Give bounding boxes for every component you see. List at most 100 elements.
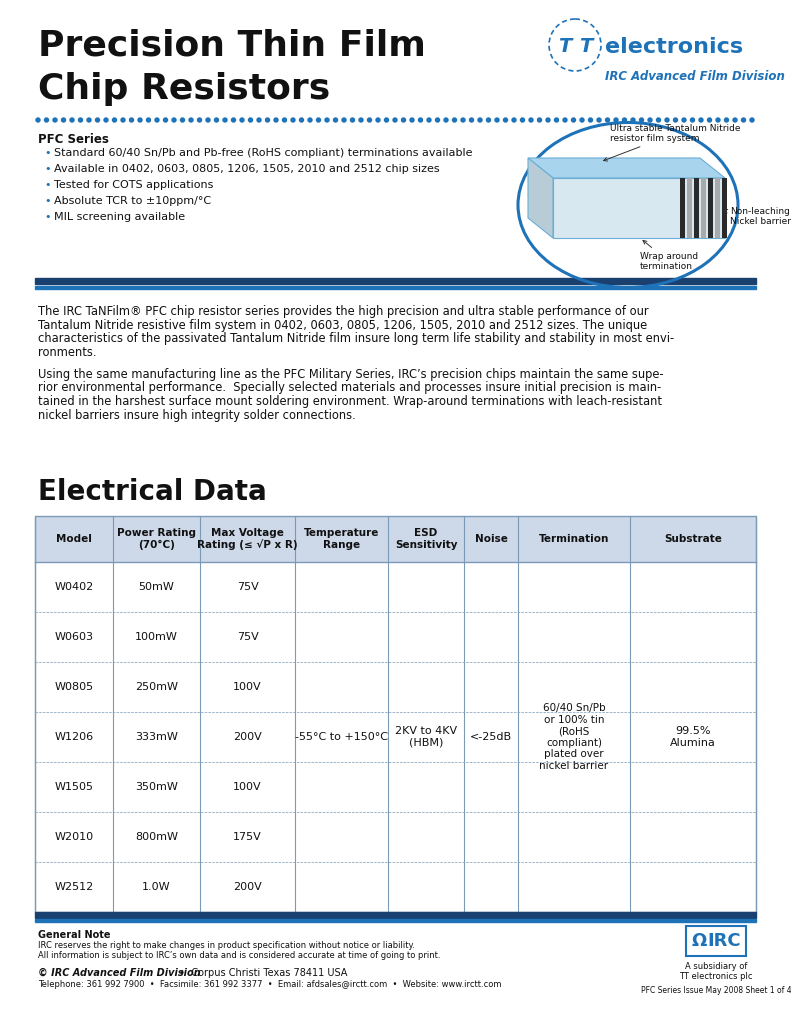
Circle shape (240, 118, 244, 122)
Text: 1.0W: 1.0W (142, 882, 171, 892)
Circle shape (657, 118, 660, 122)
Text: Chip Resistors: Chip Resistors (38, 72, 331, 106)
Text: 250mW: 250mW (135, 682, 178, 692)
Circle shape (529, 118, 533, 122)
Text: •: • (44, 180, 51, 190)
Text: electronics: electronics (605, 37, 743, 57)
Text: W1505: W1505 (55, 782, 93, 792)
Text: W0402: W0402 (55, 582, 93, 592)
Circle shape (716, 118, 720, 122)
Circle shape (452, 118, 456, 122)
Bar (35, 912, 756, 918)
Polygon shape (528, 158, 725, 178)
Circle shape (70, 118, 74, 122)
Circle shape (470, 118, 474, 122)
Circle shape (538, 118, 542, 122)
Circle shape (368, 118, 372, 122)
Text: © IRC Advanced Film Division: © IRC Advanced Film Division (38, 968, 201, 978)
Circle shape (274, 118, 278, 122)
Circle shape (436, 118, 440, 122)
Text: •  Corpus Christi Texas 78411 USA: • Corpus Christi Texas 78411 USA (173, 968, 347, 978)
Circle shape (257, 118, 261, 122)
Polygon shape (708, 178, 713, 238)
Circle shape (512, 118, 516, 122)
Text: 75V: 75V (237, 582, 259, 592)
Text: 100V: 100V (233, 782, 262, 792)
Circle shape (691, 118, 694, 122)
Circle shape (146, 118, 150, 122)
Text: W2010: W2010 (55, 831, 93, 842)
Circle shape (572, 118, 576, 122)
Circle shape (316, 118, 320, 122)
Circle shape (623, 118, 626, 122)
Text: 2KV to 4KV
(HBM): 2KV to 4KV (HBM) (395, 726, 457, 748)
Text: 100mW: 100mW (135, 632, 178, 642)
Circle shape (44, 118, 48, 122)
Circle shape (112, 118, 116, 122)
Text: 200V: 200V (233, 882, 262, 892)
Circle shape (359, 118, 363, 122)
Text: W1206: W1206 (55, 732, 93, 742)
Circle shape (87, 118, 91, 122)
Text: Noise: Noise (475, 534, 508, 544)
Text: Standard 60/40 Sn/Pb and Pb-free (RoHS compliant) terminations available: Standard 60/40 Sn/Pb and Pb-free (RoHS c… (54, 148, 472, 158)
Polygon shape (528, 158, 553, 238)
Text: W0603: W0603 (55, 632, 93, 642)
Circle shape (478, 118, 482, 122)
Text: T: T (558, 38, 571, 56)
Bar (35, 516, 756, 562)
Circle shape (750, 118, 754, 122)
Text: Ω: Ω (691, 932, 706, 950)
Circle shape (741, 118, 745, 122)
Circle shape (121, 118, 125, 122)
Circle shape (36, 118, 40, 122)
Text: 60/40 Sn/Pb
or 100% tin
(RoHS
compliant)
plated over
nickel barrier: 60/40 Sn/Pb or 100% tin (RoHS compliant)… (539, 703, 608, 771)
Circle shape (291, 118, 295, 122)
Circle shape (673, 118, 678, 122)
Text: 75V: 75V (237, 632, 259, 642)
Polygon shape (553, 178, 725, 238)
Text: 50mW: 50mW (138, 582, 175, 592)
Text: rior environmental performance.  Specially selected materials and processes insu: rior environmental performance. Speciall… (38, 382, 661, 394)
Text: IRC Advanced Film Division: IRC Advanced Film Division (605, 70, 785, 83)
Circle shape (325, 118, 329, 122)
Circle shape (189, 118, 193, 122)
Circle shape (350, 118, 354, 122)
Text: A subsidiary of: A subsidiary of (685, 962, 747, 971)
Text: W0805: W0805 (55, 682, 93, 692)
Circle shape (580, 118, 584, 122)
Text: Telephone: 361 992 7900  •  Facsimile: 361 992 3377  •  Email: afdsales@irctt.co: Telephone: 361 992 7900 • Facsimile: 361… (38, 980, 501, 989)
Circle shape (589, 118, 592, 122)
Text: -55°C to +150°C: -55°C to +150°C (295, 732, 388, 742)
Circle shape (232, 118, 236, 122)
Circle shape (707, 118, 711, 122)
Text: •: • (44, 212, 51, 222)
Circle shape (223, 118, 227, 122)
Text: Termination: Termination (539, 534, 609, 544)
Bar (35, 516, 756, 912)
Circle shape (495, 118, 499, 122)
Text: TT electronics plc: TT electronics plc (679, 972, 753, 981)
Text: General Note: General Note (38, 930, 111, 940)
Text: tained in the harshest surface mount soldering environment. Wrap-around terminat: tained in the harshest surface mount sol… (38, 395, 662, 408)
Circle shape (384, 118, 388, 122)
Text: Precision Thin Film: Precision Thin Film (38, 28, 426, 62)
Text: Using the same manufacturing line as the PFC Military Series, IRC’s precision ch: Using the same manufacturing line as the… (38, 368, 664, 381)
Bar (686, 926, 746, 956)
Circle shape (614, 118, 618, 122)
Text: Non-leaching
Nickel barrier: Non-leaching Nickel barrier (724, 207, 791, 226)
Text: 350mW: 350mW (135, 782, 178, 792)
Circle shape (266, 118, 270, 122)
Text: Tantalum Nitride resistive film system in 0402, 0603, 0805, 1206, 1505, 2010 and: Tantalum Nitride resistive film system i… (38, 318, 647, 332)
Text: W2512: W2512 (55, 882, 93, 892)
Text: All information is subject to IRC’s own data and is considered accurate at time : All information is subject to IRC’s own … (38, 951, 441, 961)
Circle shape (461, 118, 465, 122)
Text: Ultra stable Tantalum Nitride
resistor film system: Ultra stable Tantalum Nitride resistor f… (604, 124, 740, 161)
Polygon shape (701, 178, 706, 238)
Circle shape (563, 118, 567, 122)
Circle shape (486, 118, 490, 122)
Circle shape (214, 118, 218, 122)
Circle shape (164, 118, 168, 122)
Text: Electrical Data: Electrical Data (38, 478, 267, 506)
Circle shape (308, 118, 312, 122)
